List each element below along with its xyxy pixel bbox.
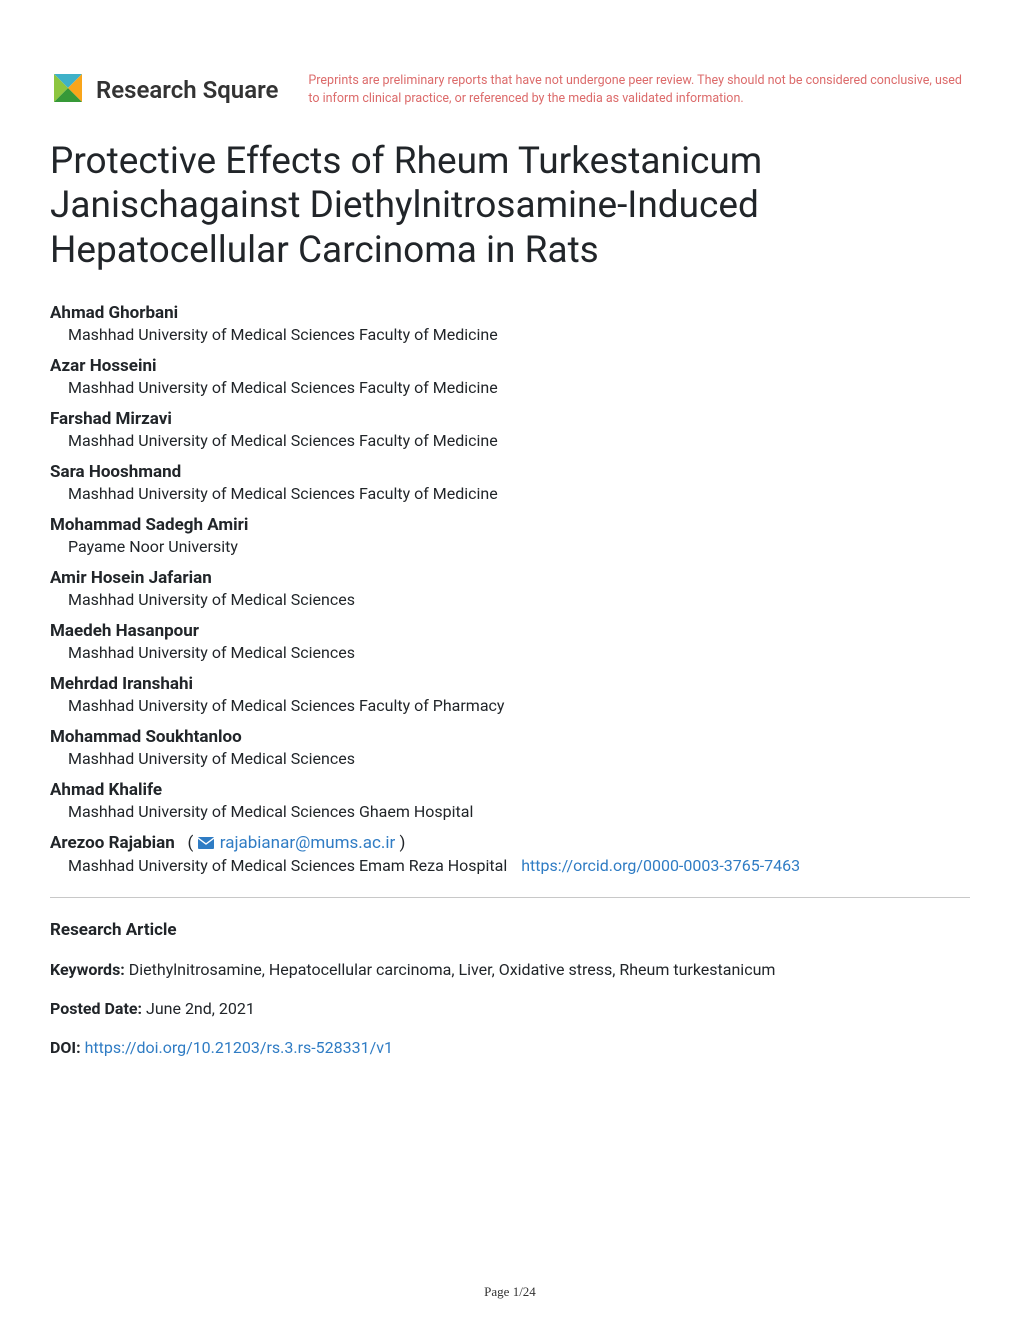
author-name: Sara Hooshmand xyxy=(50,462,970,482)
author-block: Mohammad Sadegh Amiri Payame Noor Univer… xyxy=(50,515,970,556)
corresponding-author-line: Arezoo Rajabian ( rajabianar@mums.ac.ir … xyxy=(50,833,970,854)
doi-row: DOI: https://doi.org/10.21203/rs.3.rs-52… xyxy=(50,1038,970,1057)
keywords-label: Keywords: xyxy=(50,960,125,979)
author-block: Farshad Mirzavi Mashhad University of Me… xyxy=(50,409,970,450)
author-affiliation: Mashhad University of Medical Sciences xyxy=(50,749,970,768)
author-affiliation: Mashhad University of Medical Sciences G… xyxy=(50,802,970,821)
author-name: Mehrdad Iranshahi xyxy=(50,674,970,694)
orcid-link[interactable]: https://orcid.org/0000-0003-3765-7463 xyxy=(521,856,800,875)
corresponding-affiliation-text: Mashhad University of Medical Sciences E… xyxy=(68,856,507,875)
author-affiliation: Mashhad University of Medical Sciences F… xyxy=(50,431,970,450)
posted-date-label: Posted Date: xyxy=(50,999,142,1018)
author-name: Mohammad Sadegh Amiri xyxy=(50,515,970,535)
author-affiliation: Mashhad University of Medical Sciences F… xyxy=(50,325,970,344)
author-name: Mohammad Soukhtanloo xyxy=(50,727,970,747)
preprint-notice: Preprints are preliminary reports that h… xyxy=(308,70,970,107)
author-block: Ahmad Ghorbani Mashhad University of Med… xyxy=(50,303,970,344)
author-block: Sara Hooshmand Mashhad University of Med… xyxy=(50,462,970,503)
author-name: Ahmad Ghorbani xyxy=(50,303,970,323)
author-name: Ahmad Khalife xyxy=(50,780,970,800)
author-block: Azar Hosseini Mashhad University of Medi… xyxy=(50,356,970,397)
authors-list: Ahmad Ghorbani Mashhad University of Med… xyxy=(50,303,970,875)
posted-date-value: June 2nd, 2021 xyxy=(146,999,255,1018)
doi-link[interactable]: https://doi.org/10.21203/rs.3.rs-528331/… xyxy=(85,1038,393,1057)
brand-logo-block: Research Square xyxy=(50,70,278,110)
corresponding-email-link[interactable]: rajabianar@mums.ac.ir xyxy=(220,833,396,853)
author-name: Azar Hosseini xyxy=(50,356,970,376)
doi-label: DOI: xyxy=(50,1038,81,1057)
author-block: Maedeh Hasanpour Mashhad University of M… xyxy=(50,621,970,662)
author-affiliation: Mashhad University of Medical Sciences xyxy=(50,643,970,662)
author-affiliation: Payame Noor University xyxy=(50,537,970,556)
research-square-logo-icon xyxy=(50,70,86,110)
author-block: Mehrdad Iranshahi Mashhad University of … xyxy=(50,674,970,715)
author-affiliation: Mashhad University of Medical Sciences F… xyxy=(50,484,970,503)
article-type: Research Article xyxy=(50,920,970,940)
envelope-icon xyxy=(198,834,214,854)
author-name: Amir Hosein Jafarian xyxy=(50,568,970,588)
author-affiliation: Mashhad University of Medical Sciences F… xyxy=(50,378,970,397)
author-name: Farshad Mirzavi xyxy=(50,409,970,429)
posted-date-row: Posted Date: June 2nd, 2021 xyxy=(50,999,970,1018)
section-divider xyxy=(50,897,970,898)
keywords-value: Diethylnitrosamine, Hepatocellular carci… xyxy=(129,960,776,979)
paper-title: Protective Effects of Rheum Turkestanicu… xyxy=(50,140,970,273)
author-block: Ahmad Khalife Mashhad University of Medi… xyxy=(50,780,970,821)
header-row: Research Square Preprints are preliminar… xyxy=(50,70,970,110)
author-block: Mohammad Soukhtanloo Mashhad University … xyxy=(50,727,970,768)
corresponding-author-block: Arezoo Rajabian ( rajabianar@mums.ac.ir … xyxy=(50,833,970,875)
author-affiliation: Mashhad University of Medical Sciences E… xyxy=(50,856,970,875)
author-name: Arezoo Rajabian xyxy=(50,833,175,853)
page-indicator: Page 1/24 xyxy=(0,1284,1020,1300)
author-block: Amir Hosein Jafarian Mashhad University … xyxy=(50,568,970,609)
author-affiliation: Mashhad University of Medical Sciences xyxy=(50,590,970,609)
author-name: Maedeh Hasanpour xyxy=(50,621,970,641)
brand-name: Research Square xyxy=(96,76,278,104)
keywords-row: Keywords: Diethylnitrosamine, Hepatocell… xyxy=(50,960,970,979)
author-affiliation: Mashhad University of Medical Sciences F… xyxy=(50,696,970,715)
